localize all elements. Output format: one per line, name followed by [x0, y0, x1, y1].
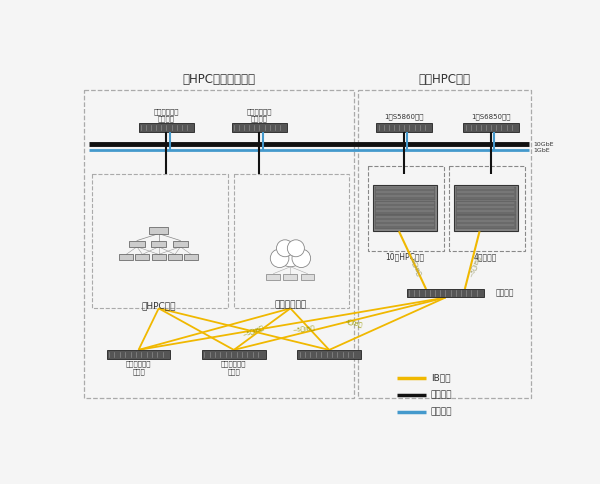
Text: IB网络: IB网络 [431, 373, 450, 382]
Circle shape [292, 249, 311, 268]
Bar [301, 273, 314, 280]
Bar [151, 241, 166, 247]
Bar [84, 91, 354, 398]
Text: ~5根IB线: ~5根IB线 [407, 255, 421, 278]
Bar [454, 185, 518, 231]
Text: 原HPC、云平台集群: 原HPC、云平台集群 [182, 73, 256, 86]
Text: 新增HPC集群: 新增HPC集群 [419, 73, 470, 86]
Circle shape [287, 240, 304, 257]
Text: ~5根IB线: ~5根IB线 [242, 325, 265, 338]
Bar [375, 187, 436, 200]
Text: 4台胖节点: 4台胖节点 [474, 252, 497, 261]
Bar [119, 255, 133, 260]
Bar [139, 123, 194, 132]
Bar [463, 123, 519, 132]
Text: 原私有云平台: 原私有云平台 [274, 300, 307, 309]
Circle shape [271, 249, 289, 268]
Bar [368, 166, 444, 251]
Text: 千兆网络: 千兆网络 [431, 390, 452, 399]
Bar [455, 187, 516, 200]
Text: 汇交换机: 汇交换机 [496, 288, 514, 298]
Text: 10台HPC节点: 10台HPC节点 [386, 252, 425, 261]
Circle shape [278, 242, 303, 267]
Text: 4根IB线: 4根IB线 [345, 319, 363, 329]
Bar [376, 123, 432, 132]
Bar [375, 201, 436, 214]
Text: 万兆网络: 万兆网络 [431, 407, 452, 416]
Text: ~5根IB线: ~5根IB线 [468, 255, 482, 278]
Text: ~5根IB线: ~5根IB线 [292, 325, 315, 333]
Bar [173, 241, 188, 247]
Bar [149, 227, 168, 234]
Bar [234, 174, 349, 308]
Bar [184, 255, 198, 260]
Text: 原HPC集群: 原HPC集群 [142, 302, 176, 311]
Bar [232, 123, 287, 132]
Bar [202, 350, 266, 359]
Bar [107, 350, 170, 359]
Text: 1GbE: 1GbE [533, 148, 550, 153]
Text: 原数据中心甲
汇交换机: 原数据中心甲 汇交换机 [154, 108, 179, 122]
Bar [129, 241, 145, 247]
Circle shape [277, 240, 293, 257]
Bar [266, 273, 280, 280]
Bar [168, 255, 182, 260]
Bar [375, 215, 436, 229]
Text: 原数据中心乙
汇交换机: 原数据中心乙 汇交换机 [247, 108, 272, 122]
Bar [455, 215, 516, 229]
Bar [298, 350, 361, 359]
Text: 10GbE: 10GbE [533, 142, 554, 147]
Bar [92, 174, 227, 308]
Bar [136, 255, 149, 260]
Bar [449, 166, 524, 251]
Bar [407, 288, 484, 297]
Bar [283, 273, 298, 280]
Bar [373, 185, 437, 231]
Text: 1台S5860千兆: 1台S5860千兆 [385, 113, 424, 120]
Bar [152, 255, 166, 260]
Text: 原数据中心核
交换机: 原数据中心核 交换机 [126, 361, 151, 375]
Text: 1台S6850万兆: 1台S6850万兆 [472, 113, 511, 120]
Bar [358, 91, 532, 398]
Bar [455, 201, 516, 214]
Text: 原数据中心核
交换机: 原数据中心核 交换机 [221, 361, 247, 375]
